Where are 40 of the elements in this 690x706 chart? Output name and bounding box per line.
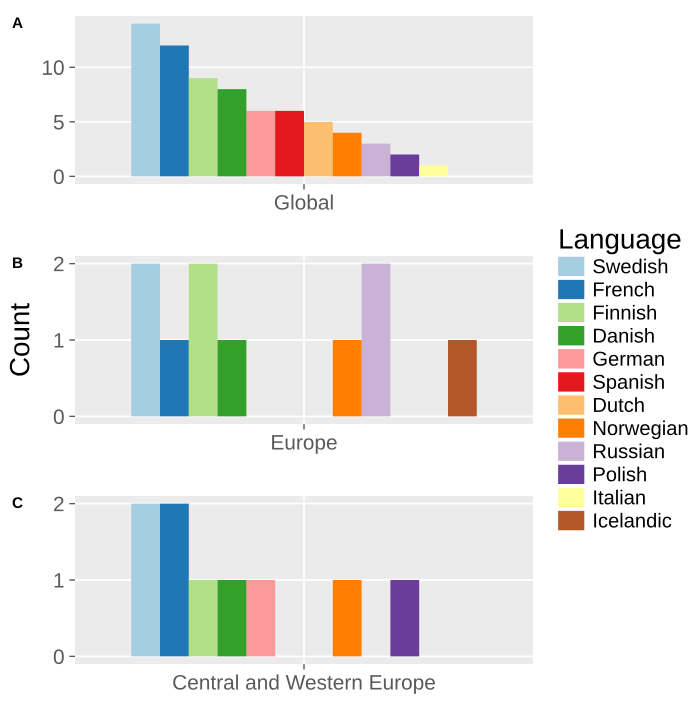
y-tick-label: 0 xyxy=(54,409,64,424)
legend-label: Swedish xyxy=(593,258,668,274)
x-tick-label: Europe xyxy=(272,435,337,454)
y-tick-label: 0 xyxy=(54,649,64,664)
x-tick-label: Global xyxy=(274,194,333,210)
y-tick-label: 1 xyxy=(54,573,64,588)
y-tick-label: 2 xyxy=(54,256,64,272)
legend-label: Danish xyxy=(594,328,654,343)
text: A xyxy=(12,17,23,28)
bar xyxy=(188,78,218,176)
y-tick-label: 1 xyxy=(54,333,64,348)
legend-label: Norwegian xyxy=(594,420,688,440)
y-tick-label: 5 xyxy=(54,115,64,130)
legend-label: German xyxy=(593,352,664,366)
bar xyxy=(160,45,189,176)
x-tick-label: Central and Western Europe xyxy=(173,674,435,694)
y-axis-title: Count xyxy=(10,303,30,376)
y-tick-label: 2 xyxy=(54,496,64,512)
legend-label: Polish xyxy=(594,466,646,482)
legend-label: Italian xyxy=(594,490,645,505)
bar xyxy=(304,122,333,176)
bar xyxy=(419,165,448,176)
legend-label: Icelandic xyxy=(594,512,672,528)
legend-title: Language xyxy=(560,229,680,254)
legend-label: French xyxy=(594,282,654,297)
bar xyxy=(246,110,276,176)
bar xyxy=(390,154,420,176)
y-tick-label: 0 xyxy=(54,169,64,184)
legend-label: Spanish xyxy=(593,374,664,393)
legend-label: Russian xyxy=(594,444,664,458)
text: C xyxy=(12,497,23,508)
bar xyxy=(362,144,390,176)
bar xyxy=(218,89,246,176)
bar xyxy=(275,110,304,176)
legend-label: Finnish xyxy=(594,304,656,320)
text: B xyxy=(13,257,22,268)
y-tick-label: 10 xyxy=(43,60,64,76)
bar xyxy=(131,24,160,176)
legend-label: Dutch xyxy=(594,397,644,412)
bar xyxy=(332,132,362,176)
